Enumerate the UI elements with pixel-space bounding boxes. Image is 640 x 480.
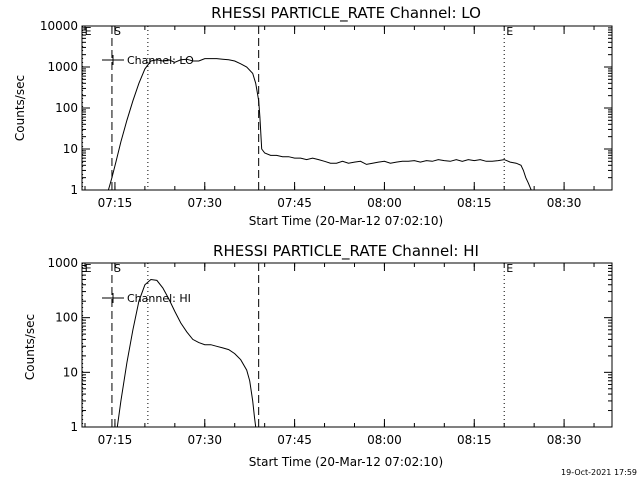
lo-chart-title: RHESSI PARTICLE_RATE Channel: LO	[211, 4, 481, 23]
hi-marker-label: E	[506, 262, 513, 275]
lo-marker-label: E	[506, 25, 513, 38]
hi-marker-label: S	[114, 262, 121, 275]
lo-x-tick-label: 08:15	[457, 196, 492, 210]
hi-legend-label: Channel: HI	[127, 292, 191, 305]
hi-x-axis-label: Start Time (20-Mar-12 07:02:10)	[249, 455, 443, 469]
hi-y-tick-label: 1	[70, 420, 78, 434]
lo-plot-frame	[81, 25, 613, 191]
lo-ticks: 1 10 100 1000 10000 07:15 07:30 07:45 08:00 08:15…	[40, 19, 612, 210]
lo-y-tick-label: 1000	[47, 60, 78, 74]
lo-x-axis-label: Start Time (20-Mar-12 07:02:10)	[249, 214, 443, 228]
lo-y-tick-label: 100	[55, 101, 78, 115]
lo-x-tick-label: 07:15	[98, 196, 133, 210]
hi-plot-frame	[81, 262, 613, 428]
hi-series	[116, 278, 257, 428]
hi-marker-label: E	[85, 262, 92, 275]
hi-x-tick-label: 07:15	[98, 433, 133, 447]
lo-y-tick-label: 10	[63, 142, 78, 156]
lo-x-tick-label: 08:00	[367, 196, 402, 210]
lo-y-axis-label: Counts/sec	[13, 75, 27, 141]
lo-x-tick-label: 07:30	[187, 196, 222, 210]
hi-x-tick-label: 08:00	[367, 433, 402, 447]
lo-x-tick-label: 08:30	[547, 196, 582, 210]
lo-y-tick-label: 1	[70, 183, 78, 197]
lo-series	[107, 58, 535, 191]
hi-ticks: 1 10 100 1000 07:15 07:30 07:45 08:00 08:15 08:30	[47, 256, 612, 447]
hi-channel-panel: RHESSI PARTICLE_RATE Channel: HI Counts/…	[23, 242, 613, 469]
hi-x-tick-label: 08:15	[457, 433, 492, 447]
hi-y-tick-label: 100	[55, 311, 78, 325]
lo-marker-label: E	[85, 25, 92, 38]
lo-channel-panel: RHESSI PARTICLE_RATE Channel: LO Counts/…	[13, 4, 613, 228]
hi-x-tick-label: 07:45	[277, 433, 312, 447]
footer-timestamp: 19-Oct-2021 17:59	[561, 468, 637, 477]
hi-series-line	[116, 278, 257, 428]
lo-marker-label: S	[114, 25, 121, 38]
hi-y-tick-label: 10	[63, 365, 78, 379]
hi-y-tick-label: 1000	[47, 256, 78, 270]
hi-x-tick-label: 08:30	[547, 433, 582, 447]
lo-series-line	[107, 58, 535, 191]
hi-x-tick-label: 07:30	[187, 433, 222, 447]
lo-x-tick-label: 07:45	[277, 196, 312, 210]
hi-y-axis-label: Counts/sec	[23, 314, 37, 380]
hi-chart-title: RHESSI PARTICLE_RATE Channel: HI	[213, 242, 479, 261]
lo-y-tick-label: 10000	[40, 19, 78, 33]
